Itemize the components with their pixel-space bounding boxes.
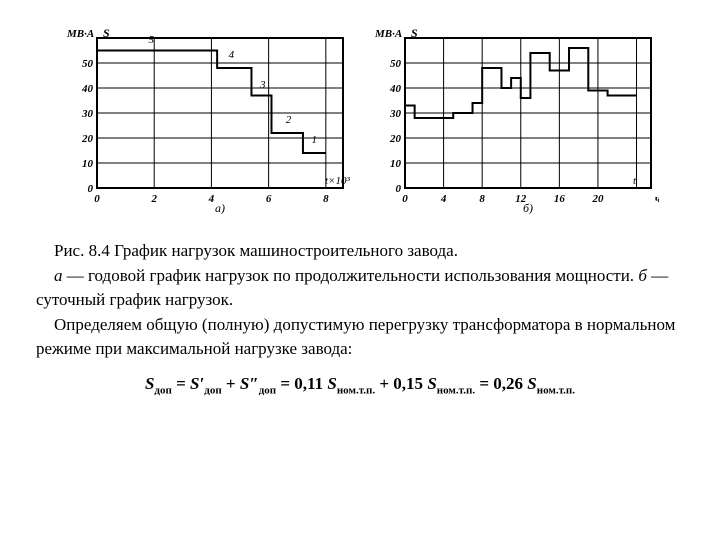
svg-text:0: 0 bbox=[88, 183, 94, 195]
caption-a-text: — годовой график нагрузок по продолжител… bbox=[63, 266, 639, 285]
svg-text:8: 8 bbox=[479, 193, 485, 205]
svg-text:t×10³: t×10³ bbox=[325, 175, 350, 187]
svg-text:40: 40 bbox=[389, 83, 402, 95]
eq-t1-sub: доп bbox=[204, 385, 221, 397]
svg-text:0: 0 bbox=[94, 193, 100, 205]
svg-text:3: 3 bbox=[259, 79, 266, 91]
svg-text:МВ·А: МВ·А bbox=[374, 28, 402, 40]
svg-text:6: 6 bbox=[266, 193, 272, 205]
svg-text:40: 40 bbox=[81, 83, 94, 95]
svg-text:S: S bbox=[411, 26, 418, 40]
svg-text:20: 20 bbox=[591, 193, 604, 205]
svg-text:10: 10 bbox=[390, 158, 402, 170]
eq-t2-sub: доп bbox=[259, 385, 276, 397]
svg-text:ч: ч bbox=[655, 193, 659, 205]
svg-text:5: 5 bbox=[148, 34, 154, 46]
svg-text:8: 8 bbox=[323, 193, 329, 205]
svg-text:10: 10 bbox=[82, 158, 94, 170]
eq-plus1: + bbox=[222, 374, 240, 393]
svg-text:4: 4 bbox=[229, 49, 235, 61]
eq-eq2: = 0,11 bbox=[276, 374, 327, 393]
svg-text:2: 2 bbox=[150, 193, 157, 205]
svg-text:б): б) bbox=[523, 201, 533, 214]
chart-b: 50403020100МВ·АS048121620чtб) bbox=[369, 24, 659, 219]
eq-t4-sub: ном.т.п. bbox=[437, 385, 475, 397]
svg-text:20: 20 bbox=[81, 133, 94, 145]
figure-caption: Рис. 8.4 График нагрузок машиностроитель… bbox=[36, 239, 684, 360]
svg-text:1: 1 bbox=[312, 134, 318, 146]
eq-t3-sub: ном.т.п. bbox=[337, 385, 375, 397]
svg-text:30: 30 bbox=[81, 108, 94, 120]
eq-t2: S″ bbox=[240, 374, 259, 393]
chart-a: 50403020100МВ·АS02468чt×10³а)54321 bbox=[61, 24, 351, 219]
eq-plus2: + 0,15 bbox=[375, 374, 427, 393]
eq-t3: S bbox=[327, 374, 336, 393]
eq-t5: S bbox=[527, 374, 536, 393]
svg-text:0: 0 bbox=[402, 193, 408, 205]
svg-text:16: 16 bbox=[554, 193, 566, 205]
caption-a-letter: а bbox=[54, 266, 63, 285]
eq-eq1: = bbox=[172, 374, 190, 393]
equation: Sдоп = S′доп + S″доп = 0,11 Sном.т.п. + … bbox=[28, 374, 692, 396]
svg-text:50: 50 bbox=[390, 58, 402, 70]
svg-text:МВ·А: МВ·А bbox=[66, 28, 94, 40]
caption-line1: Рис. 8.4 График нагрузок машиностроитель… bbox=[54, 241, 458, 260]
svg-text:50: 50 bbox=[82, 58, 94, 70]
svg-text:2: 2 bbox=[286, 114, 292, 126]
svg-text:4: 4 bbox=[208, 193, 215, 205]
svg-text:4: 4 bbox=[440, 193, 447, 205]
svg-text:S: S bbox=[103, 26, 110, 40]
svg-text:0: 0 bbox=[396, 183, 402, 195]
svg-text:а): а) bbox=[215, 201, 225, 214]
eq-t5-sub: ном.т.п. bbox=[537, 385, 575, 397]
caption-line3: Определяем общую (полную) допустимую пер… bbox=[36, 315, 675, 357]
svg-text:30: 30 bbox=[389, 108, 402, 120]
caption-b-letter: б bbox=[638, 266, 647, 285]
charts-row: 50403020100МВ·АS02468чt×10³а)54321 50403… bbox=[28, 24, 692, 219]
eq-lhs: S bbox=[145, 374, 154, 393]
eq-t4: S bbox=[427, 374, 436, 393]
eq-t1: S′ bbox=[190, 374, 204, 393]
svg-text:20: 20 bbox=[389, 133, 402, 145]
eq-lhs-sub: доп bbox=[154, 385, 171, 397]
eq-eq3: = 0,26 bbox=[475, 374, 527, 393]
